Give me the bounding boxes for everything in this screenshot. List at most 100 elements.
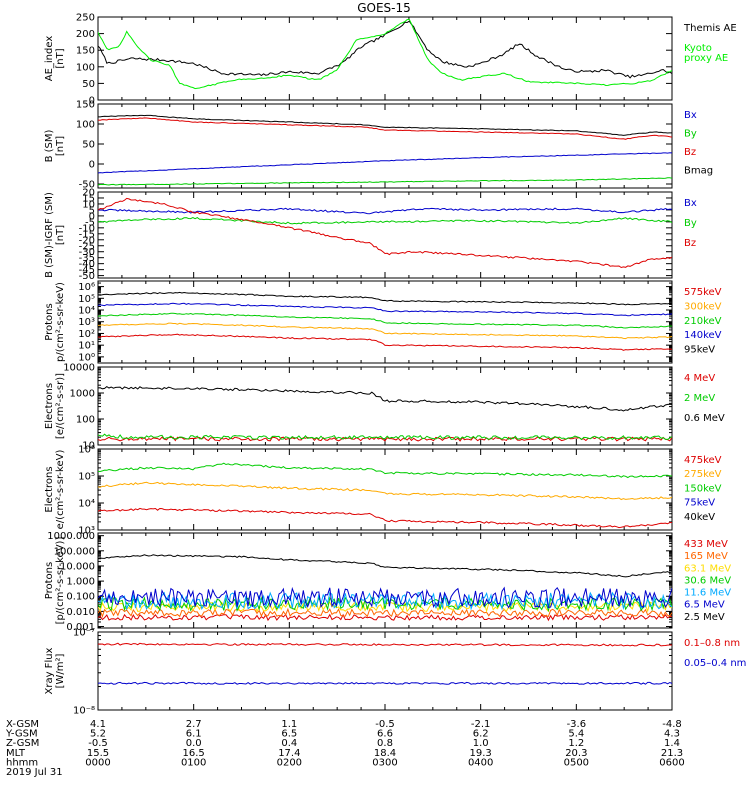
y-axis-label: Protons <box>44 303 55 340</box>
y-axis-label: AE_index <box>44 36 55 82</box>
y-tick-label: 20 <box>82 188 95 199</box>
legend-63-1-mev: 63.1 MeV <box>684 563 731 574</box>
y-tick-label: 50 <box>82 140 95 151</box>
y-axis-label: Electrons <box>44 466 55 512</box>
ephem-value: 0.4 <box>281 738 297 749</box>
legend-bmag: Bmag <box>684 166 713 177</box>
series-line-165-mev <box>98 607 672 618</box>
legend-by: By <box>684 129 697 140</box>
ephem-row-label: X-GSM <box>6 719 39 730</box>
ephem-value: -0.5 <box>375 719 395 730</box>
panel-frame <box>97 631 673 711</box>
ephem-value: -3.6 <box>567 719 587 730</box>
panel-frame <box>97 448 673 531</box>
y-tick-label: -50 <box>79 271 95 282</box>
ephem-value: 0.0 <box>186 738 202 749</box>
ephem-value: 16.5 <box>183 748 205 759</box>
ephem-value: 2.7 <box>186 719 202 730</box>
series-line-0-1-0-8-nm <box>98 642 672 647</box>
ephem-value: 0300 <box>372 757 397 768</box>
y-axis-label: B (SM) <box>44 129 55 162</box>
ephem-value: 6.2 <box>473 729 489 740</box>
ephem-value: 0500 <box>564 757 589 768</box>
y-tick-label: 0.010 <box>66 607 95 618</box>
series-line-210kev <box>98 312 672 329</box>
y-tick-label: 1000 <box>70 389 95 400</box>
y-axis-label: Protons <box>44 562 55 599</box>
ephem-value: 17.4 <box>278 748 300 759</box>
series-line-11-6-mev <box>98 591 672 611</box>
series-line-by <box>98 177 672 186</box>
legend-kyoto-proxy-ae: proxy AE <box>684 53 728 64</box>
y-tick-label: 10⁵ <box>78 472 95 483</box>
y-tick-label: 100.000 <box>54 546 95 557</box>
panel-protons-high: 0.001 0.010 0.100 1.000 10.000 100.000 1000.00… <box>44 531 731 633</box>
y-tick-label: 15 <box>82 193 95 204</box>
y-tick-label: 100 <box>76 62 95 73</box>
panel-electrons-kev: 10³ 10⁴ 10⁵ 10⁶ Electrons e/(cm²-s-sr-keV) 475… <box>44 445 722 537</box>
ephem-value: 0200 <box>277 757 302 768</box>
panel-frame <box>97 191 673 279</box>
y-tick-label: 1000.000 <box>47 531 95 542</box>
legend-275kev: 275keV <box>684 469 722 480</box>
y-tick-label: 0 <box>89 211 95 222</box>
ephem-value: 5.4 <box>568 729 584 740</box>
y-tick-label: -35 <box>79 253 95 264</box>
legend-575kev: 575keV <box>684 287 722 298</box>
series-line-bz <box>98 117 672 140</box>
y-tick-label: 10² <box>78 329 95 340</box>
series-line-150kev <box>98 462 672 479</box>
legend-300kev: 300keV <box>684 301 722 312</box>
y-tick-label: -40 <box>79 259 95 270</box>
ephem-row-label: Y-GSM <box>5 729 38 740</box>
y-tick-label: 200 <box>76 29 95 40</box>
y-tick-label: 0.100 <box>66 592 95 603</box>
ephem-value: 4.1 <box>90 719 106 730</box>
y-tick-label: 10000 <box>63 363 95 374</box>
y-tick-label: 10.000 <box>60 561 95 572</box>
y-tick-label: -15 <box>79 229 95 240</box>
ephem-value: 15.5 <box>87 748 109 759</box>
y-tick-label: -5 <box>85 217 95 228</box>
y-axis-label: Electrons <box>44 383 55 429</box>
ephem-value: 0400 <box>468 757 493 768</box>
series-line-4-mev <box>98 436 672 442</box>
legend-bz: Bz <box>684 238 696 249</box>
y-tick-label: 10⁴ <box>78 306 95 317</box>
y-tick-label: 1.000 <box>66 577 95 588</box>
ephem-value: 0000 <box>85 757 110 768</box>
y-axis-label: [p/(cm²-s-sr-keV)] <box>55 537 66 625</box>
series-line-0-05-0-4-nm <box>98 681 672 685</box>
panel-ae-index: 0 50 100 150 200 250 AE_index [nT] Themis AE Kyot… <box>44 13 737 107</box>
y-tick-label: -50 <box>79 180 95 191</box>
legend-140kev: 140keV <box>684 330 722 341</box>
y-tick-label: -45 <box>79 265 95 276</box>
ephemeris-table: X-GSM 4.1 2.7 1.1 -0.5 -2.1 -3.6 -4.8 Y-GSM 5.2 6.… <box>5 719 685 768</box>
legend-0-05-0-4-nm: 0.05–0.4 nm <box>684 658 746 669</box>
y-tick-label: 100 <box>76 415 95 426</box>
y-axis-label: B (SM)-IGRF (SM) <box>44 192 55 278</box>
legend-kyoto-proxy-ae: Kyoto <box>684 43 712 54</box>
y-tick-label: 150 <box>76 100 95 111</box>
panel-xray-flux: 10⁻⁸ 10⁻⁷ Xray Flux [W/m²] 0.1–0.8 nm 0.05–0.… <box>44 628 746 717</box>
legend-bx: Bx <box>684 110 697 121</box>
panel-frame <box>97 280 673 364</box>
series-line-by <box>98 217 672 225</box>
series-line-kyoto-proxy-ae <box>98 18 672 90</box>
panel-electrons-mev: 10 100 1000 10000 Electrons [e/(cm²-s-sr)] 4 M… <box>44 363 725 452</box>
series-line-bz <box>98 197 672 269</box>
y-axis-label: [W/m²] <box>55 653 66 688</box>
y-tick-label: 10³ <box>78 317 95 328</box>
y-tick-label: 10 <box>82 441 95 452</box>
ephem-value: 1.1 <box>281 719 297 730</box>
legend-4-mev: 4 MeV <box>684 373 715 384</box>
legend-6-5-mev: 6.5 MeV <box>684 600 725 611</box>
legend-0-6-mev: 0.6 MeV <box>684 413 725 424</box>
y-axis-label: e/(cm²-s-sr-keV) <box>55 450 66 530</box>
series-line-bx <box>98 152 672 174</box>
y-tick-label: 10⁻⁸ <box>73 706 95 717</box>
